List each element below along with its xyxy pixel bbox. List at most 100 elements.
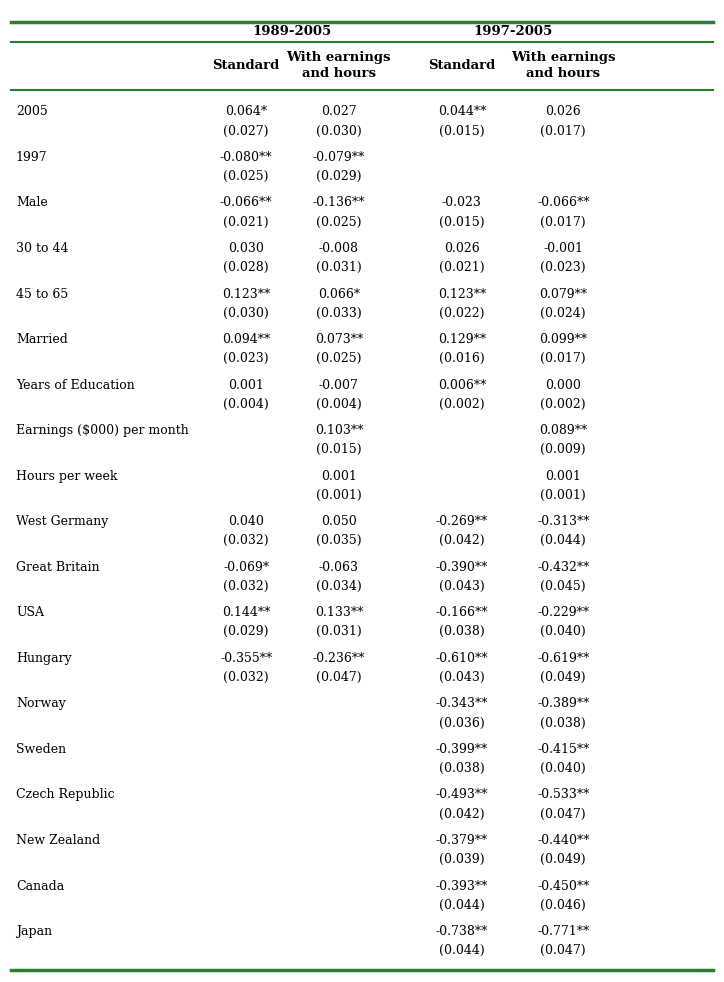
Text: 0.026: 0.026 (545, 105, 581, 119)
Text: -0.069*: -0.069* (223, 561, 269, 573)
Text: -0.313**: -0.313** (537, 516, 589, 528)
Text: -0.236**: -0.236** (313, 652, 365, 665)
Text: West Germany: West Germany (16, 516, 109, 528)
Text: -0.610**: -0.610** (436, 652, 488, 665)
Text: (0.002): (0.002) (439, 398, 485, 410)
Text: (0.039): (0.039) (439, 853, 485, 866)
Text: 0.040: 0.040 (228, 516, 264, 528)
Text: 0.001: 0.001 (545, 469, 581, 483)
Text: (0.040): (0.040) (540, 626, 586, 638)
Text: 0.001: 0.001 (228, 379, 264, 392)
Text: Years of Education: Years of Education (16, 379, 135, 392)
Text: (0.002): (0.002) (540, 398, 586, 410)
Text: (0.049): (0.049) (540, 671, 586, 683)
Text: (0.004): (0.004) (316, 398, 362, 410)
Text: Male: Male (16, 196, 48, 209)
Text: -0.399**: -0.399** (436, 743, 488, 756)
Text: (0.030): (0.030) (316, 125, 362, 137)
Text: (0.043): (0.043) (439, 671, 485, 683)
Text: Czech Republic: Czech Republic (16, 789, 114, 801)
Text: 0.050: 0.050 (321, 516, 357, 528)
Text: Standard: Standard (213, 59, 279, 73)
Text: -0.008: -0.008 (319, 242, 359, 255)
Text: 0.123**: 0.123** (222, 288, 270, 300)
Text: Japan: Japan (16, 925, 52, 938)
Text: (0.023): (0.023) (540, 261, 586, 274)
Text: New Zealand: New Zealand (16, 834, 100, 846)
Text: (0.024): (0.024) (540, 306, 586, 320)
Text: (0.025): (0.025) (224, 170, 269, 183)
Text: (0.023): (0.023) (223, 353, 269, 365)
Text: (0.015): (0.015) (316, 443, 362, 457)
Text: Hours per week: Hours per week (16, 469, 117, 483)
Text: Earnings ($000) per month: Earnings ($000) per month (16, 424, 189, 437)
Text: -0.390**: -0.390** (436, 561, 488, 573)
Text: (0.031): (0.031) (316, 626, 362, 638)
Text: 0.079**: 0.079** (539, 288, 587, 300)
Text: (0.032): (0.032) (223, 534, 269, 547)
Text: (0.017): (0.017) (540, 125, 586, 137)
Text: (0.033): (0.033) (316, 306, 362, 320)
Text: (0.021): (0.021) (223, 216, 269, 229)
Text: 0.066*: 0.066* (318, 288, 360, 300)
Text: (0.029): (0.029) (224, 626, 269, 638)
Text: Great Britain: Great Britain (16, 561, 100, 573)
Text: 0.027: 0.027 (321, 105, 357, 119)
Text: -0.007: -0.007 (319, 379, 359, 392)
Text: (0.044): (0.044) (439, 944, 485, 957)
Text: -0.229**: -0.229** (537, 606, 589, 620)
Text: 0.089**: 0.089** (539, 424, 587, 437)
Text: -0.166**: -0.166** (436, 606, 488, 620)
Text: 0.000: 0.000 (545, 379, 581, 392)
Text: (0.031): (0.031) (316, 261, 362, 274)
Text: 0.133**: 0.133** (315, 606, 363, 620)
Text: -0.738**: -0.738** (436, 925, 488, 938)
Text: -0.079**: -0.079** (313, 151, 365, 164)
Text: -0.533**: -0.533** (537, 789, 589, 801)
Text: -0.393**: -0.393** (436, 880, 488, 893)
Text: 0.094**: 0.094** (222, 333, 270, 346)
Text: 0.026: 0.026 (444, 242, 480, 255)
Text: (0.015): (0.015) (439, 125, 485, 137)
Text: (0.015): (0.015) (439, 216, 485, 229)
Text: -0.450**: -0.450** (537, 880, 589, 893)
Text: Standard: Standard (429, 59, 495, 73)
Text: (0.009): (0.009) (540, 443, 586, 457)
Text: -0.619**: -0.619** (537, 652, 589, 665)
Text: 1989-2005: 1989-2005 (253, 25, 332, 38)
Text: (0.017): (0.017) (540, 353, 586, 365)
Text: -0.136**: -0.136** (313, 196, 365, 209)
Text: (0.035): (0.035) (316, 534, 362, 547)
Text: 0.064*: 0.064* (225, 105, 267, 119)
Text: (0.032): (0.032) (223, 671, 269, 683)
Text: -0.379**: -0.379** (436, 834, 488, 846)
Text: (0.043): (0.043) (439, 580, 485, 593)
Text: (0.047): (0.047) (540, 944, 586, 957)
Text: -0.066**: -0.066** (220, 196, 272, 209)
Text: (0.038): (0.038) (439, 762, 485, 775)
Text: 0.123**: 0.123** (438, 288, 486, 300)
Text: (0.032): (0.032) (223, 580, 269, 593)
Text: (0.045): (0.045) (540, 580, 586, 593)
Text: -0.389**: -0.389** (537, 697, 589, 710)
Text: (0.004): (0.004) (223, 398, 269, 410)
Text: -0.269**: -0.269** (436, 516, 488, 528)
Text: 45 to 65: 45 to 65 (16, 288, 68, 300)
Text: (0.047): (0.047) (540, 807, 586, 821)
Text: (0.001): (0.001) (316, 489, 362, 502)
Text: (0.038): (0.038) (439, 626, 485, 638)
Text: -0.493**: -0.493** (436, 789, 488, 801)
Text: With earnings
and hours: With earnings and hours (511, 51, 615, 81)
Text: 0.030: 0.030 (228, 242, 264, 255)
Text: With earnings
and hours: With earnings and hours (287, 51, 391, 81)
Text: (0.025): (0.025) (316, 353, 361, 365)
Text: 1997-2005: 1997-2005 (473, 25, 552, 38)
Text: Married: Married (16, 333, 68, 346)
Text: (0.040): (0.040) (540, 762, 586, 775)
Text: Sweden: Sweden (16, 743, 66, 756)
Text: (0.027): (0.027) (224, 125, 269, 137)
Text: 30 to 44: 30 to 44 (16, 242, 69, 255)
Text: (0.049): (0.049) (540, 853, 586, 866)
Text: 0.099**: 0.099** (539, 333, 587, 346)
Text: 0.129**: 0.129** (438, 333, 486, 346)
